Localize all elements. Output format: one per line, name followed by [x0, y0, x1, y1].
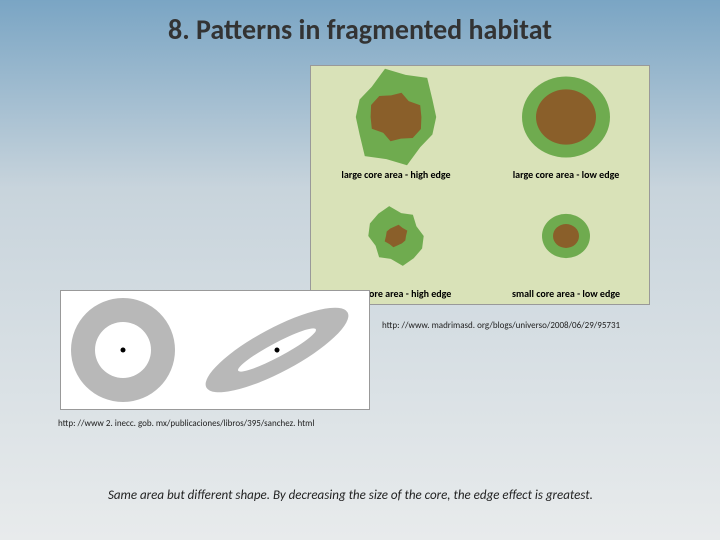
habitat-diagram-panel: large core area - high edge large core ar…: [310, 65, 650, 305]
habitat-cell-2: small core area - high edge: [311, 185, 481, 304]
habitat-cell-0: large core area - high edge: [311, 66, 481, 185]
page-title: 8. Patterns in fragmented habitat: [0, 0, 720, 47]
credit-link-1: http: //www. madrimasd. org/blogs/univer…: [382, 320, 620, 331]
habitat-cell-1: large core area - low edge: [481, 66, 651, 185]
ellipse-shape: [187, 292, 367, 408]
shapes-diagram-panel: [60, 290, 370, 410]
ring-shape: [63, 292, 183, 408]
credit-link-2: http: //www 2. inecc. gob. mx/publicacio…: [58, 418, 314, 429]
habitat-label: large core area - high edge: [341, 168, 450, 185]
habitat-label: small core area - low edge: [512, 287, 620, 304]
caption-text: Same area but different shape. By decrea…: [108, 488, 593, 503]
habitat-cell-3: small core area - low edge: [481, 185, 651, 304]
habitat-label: large core area - low edge: [513, 168, 620, 185]
